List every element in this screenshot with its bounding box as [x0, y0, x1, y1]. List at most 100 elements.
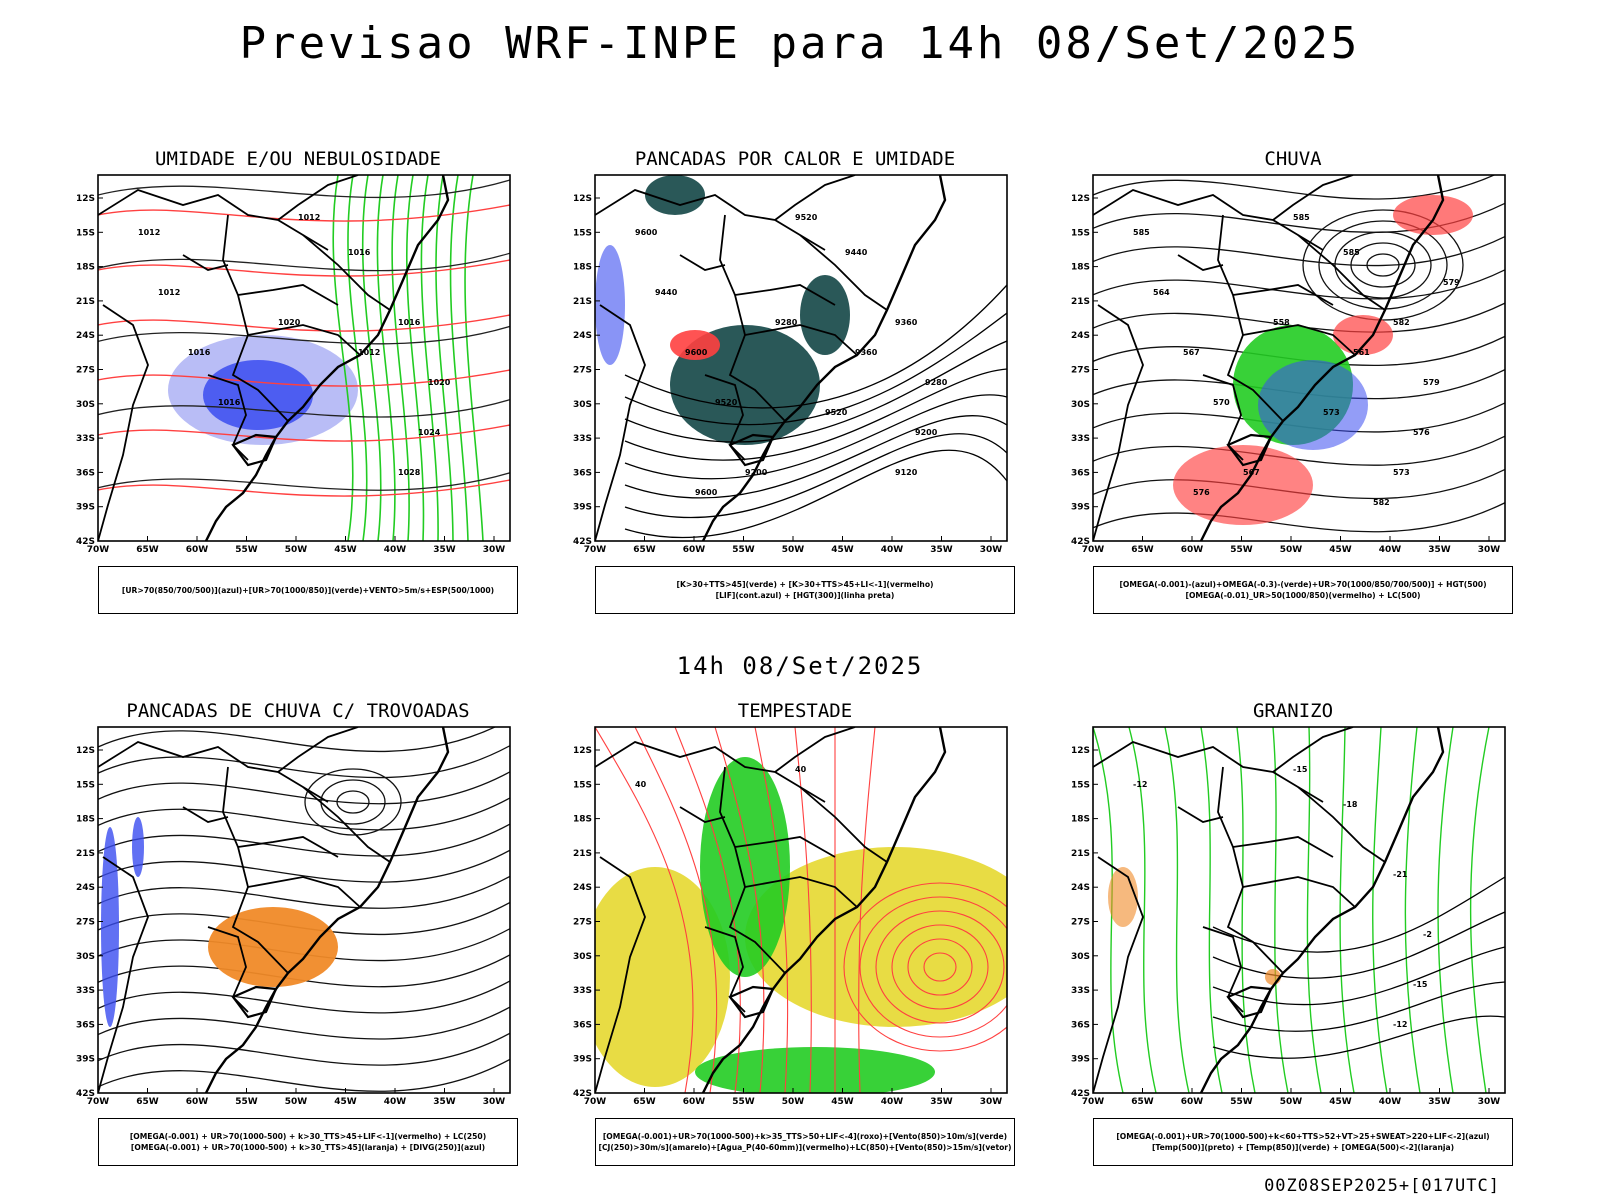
temp850-contour	[1372, 727, 1388, 1093]
lat-label: 15S	[1071, 780, 1090, 790]
country-border	[774, 727, 856, 773]
streamline-250	[98, 1032, 510, 1066]
lat-label: 39S	[76, 503, 95, 513]
lon-label: 60W	[683, 545, 706, 555]
lat-label: 24S	[1071, 331, 1090, 341]
country-border	[302, 786, 391, 863]
temp500-contour	[1212, 876, 1505, 953]
lat-label: 36S	[76, 1020, 95, 1030]
humidity-contour-green	[347, 175, 368, 541]
thickness-contour	[98, 479, 510, 497]
contour-label: -2	[1423, 930, 1432, 939]
pressure-contour	[98, 252, 510, 272]
map-border	[594, 726, 1008, 1094]
humidity-contour-green	[361, 175, 382, 541]
streamline-850	[891, 924, 989, 1010]
lat-label: 15S	[573, 228, 592, 238]
lon-label: 40W	[384, 545, 407, 555]
legend-line: [OMEGA(-0.001) + UR>70(1000-500) + k>30_…	[129, 1132, 487, 1141]
lon-label: 50W	[285, 1097, 308, 1107]
hgt500-contour	[1093, 302, 1505, 333]
hgt300-contour	[624, 415, 1007, 499]
hgt300-contour	[624, 368, 1007, 461]
lat-label: 24S	[76, 883, 95, 893]
lat-label: 27S	[573, 366, 592, 376]
contour-label: 579	[1443, 278, 1460, 287]
country-border	[595, 856, 646, 1093]
thunderstorm-area	[208, 907, 338, 987]
lon-label: 65W	[136, 1097, 159, 1107]
lat-label: 42S	[573, 537, 592, 547]
lat-label: 12S	[1071, 746, 1090, 756]
lat-label: 33S	[573, 434, 592, 444]
lat-label: 24S	[573, 883, 592, 893]
panel-granizo: GRANIZO -12 -15 -18 -21 -2 -15 -12 12S 15S 18S 21S 2…	[1063, 700, 1523, 1190]
lat-label: 18S	[573, 815, 592, 825]
lon-label: 45W	[1329, 545, 1352, 555]
lon-label: 55W	[1230, 1097, 1253, 1107]
country-border	[744, 324, 858, 356]
lon-label: 65W	[1131, 545, 1154, 555]
lon-label: 70W	[584, 1097, 607, 1107]
panel-tempestade: TEMPESTADE 40 40 12S 15S 18S 21S 24S 27S 30S 33S 36…	[565, 700, 1025, 1190]
legend-line: [UR>70(850/700/500)](azul)+[UR>70(1000/8…	[121, 585, 495, 595]
lon-label: 50W	[782, 545, 805, 555]
contour-label: 9600	[685, 348, 708, 357]
lon-label: 30W	[1478, 1097, 1501, 1107]
contour-label: 9440	[655, 288, 678, 297]
contour-label: 9120	[895, 468, 918, 477]
lat-label: 15S	[1071, 228, 1090, 238]
lat-label: 39S	[1071, 1055, 1090, 1065]
legend-line: [LIF](cont.azul) + [HGT(300)](linha pret…	[715, 591, 895, 600]
contour-label: 567	[1243, 468, 1260, 477]
pressure-contour	[98, 325, 510, 345]
contour-label: 573	[1393, 468, 1410, 477]
country-border	[595, 189, 826, 251]
temp850-contour	[1200, 727, 1223, 1093]
contour-label: -18	[1343, 800, 1358, 809]
country-border	[774, 175, 856, 221]
contour-label: -15	[1413, 980, 1428, 989]
temp850-contour	[1128, 727, 1157, 1093]
contour-label: 9200	[745, 468, 768, 477]
lon-label: 70W	[87, 545, 110, 555]
panel-pancadas-trovoadas: PANCADAS DE CHUVA C/ TROVOADAS 12S 15S 18S 2…	[68, 700, 528, 1190]
streamline-850	[634, 727, 718, 1093]
contour-label: 1012	[158, 288, 180, 297]
legend-line: [OMEGA(-0.001) + UR>70(1000-500) + k>30_…	[130, 1143, 486, 1152]
lon-label: 50W	[1280, 545, 1303, 555]
lat-label: 12S	[573, 194, 592, 204]
streamline-850	[595, 727, 694, 1093]
instability-area	[670, 330, 720, 360]
country-border	[1297, 234, 1386, 311]
low-center-contour	[1366, 253, 1400, 277]
lat-label: 36S	[1071, 1020, 1090, 1030]
legend-line: [OMEGA(-0.001)+UR>70(1000-500)+k>35_TTS>…	[602, 1132, 1008, 1141]
lon-label: 65W	[633, 545, 656, 555]
lat-label: 33S	[1071, 986, 1090, 996]
contour-label: 9360	[895, 318, 918, 327]
legend-box: [OMEGA(-0.001) + UR>70(1000-500) + k>30_…	[98, 1118, 518, 1166]
contour-label: 570	[1213, 398, 1230, 407]
lat-label: 30S	[1071, 400, 1090, 410]
coastline	[204, 727, 450, 1093]
lat-label: 12S	[76, 746, 95, 756]
lon-label: 40W	[881, 1097, 904, 1107]
rain-area-blue	[1258, 360, 1368, 450]
country-border	[734, 836, 836, 858]
legend-box: [OMEGA(-0.001)+UR>70(1000-500)+k<60+TTS>…	[1093, 1118, 1513, 1166]
temp850-contour	[1272, 727, 1289, 1093]
streamline-250	[98, 823, 510, 857]
lon-label: 30W	[980, 1097, 1003, 1107]
streamline-250	[98, 1058, 510, 1092]
hgt500-contour	[1093, 235, 1505, 267]
lif-area	[595, 245, 625, 365]
streamline-250	[98, 771, 510, 805]
pressure-contour	[98, 472, 510, 491]
temp850-contour	[1306, 727, 1322, 1093]
uruguay-border	[1226, 985, 1273, 1019]
streamline-850	[754, 727, 789, 1093]
lon-label: 35W	[930, 1097, 953, 1107]
lon-label: 70W	[87, 1097, 110, 1107]
humidity-contour-green	[332, 175, 354, 541]
